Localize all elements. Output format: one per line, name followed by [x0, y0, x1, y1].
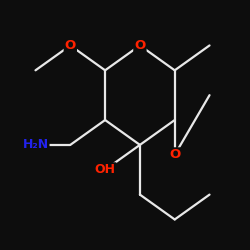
Text: O: O — [169, 148, 180, 161]
Text: H₂N: H₂N — [22, 138, 48, 151]
Text: OH: OH — [94, 163, 116, 176]
Text: O: O — [65, 39, 76, 52]
Text: O: O — [134, 39, 145, 52]
